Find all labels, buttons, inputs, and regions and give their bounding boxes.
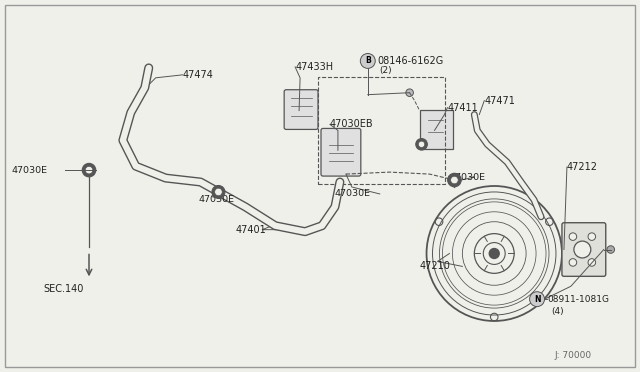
Text: N: N xyxy=(534,295,540,304)
Circle shape xyxy=(489,248,499,259)
FancyBboxPatch shape xyxy=(420,110,453,149)
Text: 47401: 47401 xyxy=(236,225,266,235)
Circle shape xyxy=(212,186,225,198)
FancyBboxPatch shape xyxy=(5,5,635,367)
Circle shape xyxy=(451,176,458,184)
Circle shape xyxy=(85,166,93,174)
Circle shape xyxy=(569,259,577,266)
Circle shape xyxy=(588,259,596,266)
Text: (4): (4) xyxy=(551,307,564,315)
FancyBboxPatch shape xyxy=(565,238,578,260)
Circle shape xyxy=(574,241,591,258)
Text: J: 70000: J: 70000 xyxy=(554,351,591,360)
Circle shape xyxy=(419,141,425,147)
Text: 47433H: 47433H xyxy=(295,62,333,72)
Text: 47411: 47411 xyxy=(447,103,478,113)
FancyBboxPatch shape xyxy=(321,128,361,176)
Circle shape xyxy=(607,246,614,253)
Circle shape xyxy=(214,188,222,196)
Text: 08911-1081G: 08911-1081G xyxy=(547,295,609,304)
FancyBboxPatch shape xyxy=(562,223,605,276)
Text: (2): (2) xyxy=(380,66,392,76)
Circle shape xyxy=(588,233,596,240)
Text: 47210: 47210 xyxy=(420,262,451,272)
Circle shape xyxy=(569,233,577,240)
Circle shape xyxy=(406,89,413,96)
Text: 47030E: 47030E xyxy=(449,173,485,182)
Text: 47030E: 47030E xyxy=(198,195,234,204)
Text: 47030E: 47030E xyxy=(335,189,371,198)
Circle shape xyxy=(416,138,428,150)
Text: 47471: 47471 xyxy=(484,96,515,106)
Text: 47030EB: 47030EB xyxy=(330,119,374,129)
Text: SEC.140: SEC.140 xyxy=(44,284,84,294)
Text: 47474: 47474 xyxy=(182,70,214,80)
FancyBboxPatch shape xyxy=(284,90,318,129)
Circle shape xyxy=(529,292,545,307)
Circle shape xyxy=(360,54,375,68)
Text: 47030E: 47030E xyxy=(12,166,47,174)
Circle shape xyxy=(447,173,461,187)
Text: 47212: 47212 xyxy=(567,162,598,172)
Text: B: B xyxy=(365,57,371,65)
Text: 08146-6162G: 08146-6162G xyxy=(378,56,444,66)
Circle shape xyxy=(82,163,96,177)
